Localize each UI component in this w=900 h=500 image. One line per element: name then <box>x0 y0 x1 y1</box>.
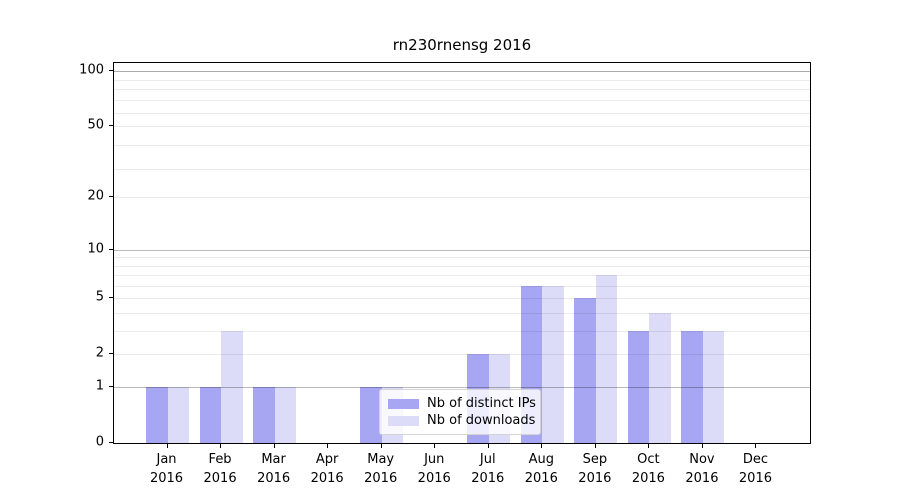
legend-item-downloads: Nb of downloads <box>388 412 536 429</box>
bar-distinct-ips-mar <box>253 387 275 443</box>
y-tick-label-5: 5 <box>95 289 104 305</box>
y-tick-mark <box>109 124 113 126</box>
bar-distinct-ips-may <box>360 387 382 443</box>
plot-area: Nb of distinct IPs Nb of downloads <box>113 62 811 444</box>
bar-downloads-jan <box>167 387 190 443</box>
bar-downloads-mar <box>274 387 297 443</box>
x-tick-mark <box>166 444 168 448</box>
gridline <box>114 298 810 300</box>
gridline <box>114 168 810 170</box>
chart-title: rn230rnensg 2016 <box>392 36 532 54</box>
x-tick-label-nov: Nov 2016 <box>685 452 719 486</box>
y-tick-mark <box>109 442 113 443</box>
x-tick-mark <box>541 444 543 448</box>
x-tick-mark <box>648 444 650 448</box>
gridline <box>114 285 810 287</box>
y-tick-mark <box>109 69 113 71</box>
y-tick-label-10: 10 <box>87 241 104 257</box>
bar-downloads-feb <box>221 331 243 443</box>
legend-label-distinct-ips: Nb of distinct IPs <box>427 396 536 411</box>
y-tick-mark <box>109 196 113 198</box>
y-tick-label-50: 50 <box>87 117 104 133</box>
y-tick-mark <box>109 248 113 250</box>
gridline <box>114 79 810 81</box>
bar-downloads-oct <box>649 313 671 443</box>
y-tick-label-20: 20 <box>87 188 104 204</box>
gridline <box>114 70 810 72</box>
legend-label-downloads: Nb of downloads <box>427 413 536 428</box>
x-tick-mark <box>327 444 329 448</box>
x-tick-label-sep: Sep 2016 <box>578 452 612 486</box>
bar-distinct-ips-nov <box>681 331 703 443</box>
gridline <box>114 145 810 147</box>
gridline <box>114 71 810 73</box>
x-tick-mark <box>487 444 489 448</box>
gridline <box>114 265 810 267</box>
x-tick-label-oct: Oct 2016 <box>631 452 665 486</box>
x-tick-mark <box>380 444 382 448</box>
x-tick-label-mar: Mar 2016 <box>257 452 291 486</box>
x-tick-mark <box>273 444 275 448</box>
x-tick-mark <box>594 444 596 448</box>
y-tick-label-1: 1 <box>95 378 104 394</box>
y-tick-label-100: 100 <box>79 62 104 78</box>
bar-distinct-ips-jan <box>146 387 168 443</box>
x-tick-label-jul: Jul 2016 <box>471 452 505 486</box>
gridline <box>114 125 810 127</box>
y-tick-mark <box>109 353 113 355</box>
gridline <box>114 100 810 102</box>
legend: Nb of distinct IPs Nb of downloads <box>379 389 541 435</box>
x-tick-mark <box>755 444 757 448</box>
x-tick-label-may: May 2016 <box>364 452 398 486</box>
gridline <box>114 197 810 199</box>
bar-downloads-aug <box>542 286 564 443</box>
y-tick-label-2: 2 <box>95 345 104 361</box>
legend-swatch-downloads <box>388 415 419 426</box>
x-tick-mark <box>220 444 222 448</box>
legend-swatch-distinct-ips <box>388 398 419 409</box>
gridline <box>114 275 810 277</box>
x-tick-label-jan: Jan 2016 <box>149 452 184 486</box>
y-tick-label-0: 0 <box>95 434 104 450</box>
bar-downloads-sep <box>595 275 618 443</box>
bar-distinct-ips-sep <box>574 298 596 443</box>
legend-item-distinct-ips: Nb of distinct IPs <box>388 395 536 412</box>
gridline <box>114 249 810 251</box>
gridline <box>114 89 810 91</box>
x-tick-mark <box>701 444 703 448</box>
x-tick-label-aug: Aug 2016 <box>524 452 558 486</box>
gridline <box>114 331 810 333</box>
bar-distinct-ips-oct <box>627 331 650 443</box>
gridline <box>114 387 810 389</box>
gridline <box>114 112 810 114</box>
x-tick-mark <box>434 444 436 448</box>
y-tick-mark <box>109 297 113 299</box>
y-tick-mark <box>109 386 113 388</box>
x-tick-label-dec: Dec 2016 <box>738 452 772 486</box>
bar-downloads-nov <box>702 331 725 443</box>
gridline <box>114 257 810 259</box>
gridline <box>114 354 810 356</box>
x-tick-label-apr: Apr 2016 <box>310 452 344 486</box>
x-tick-label-feb: Feb 2016 <box>203 452 237 486</box>
bar-distinct-ips-feb <box>199 387 222 443</box>
gridline <box>114 313 810 315</box>
x-tick-label-jun: Jun 2016 <box>417 452 451 486</box>
